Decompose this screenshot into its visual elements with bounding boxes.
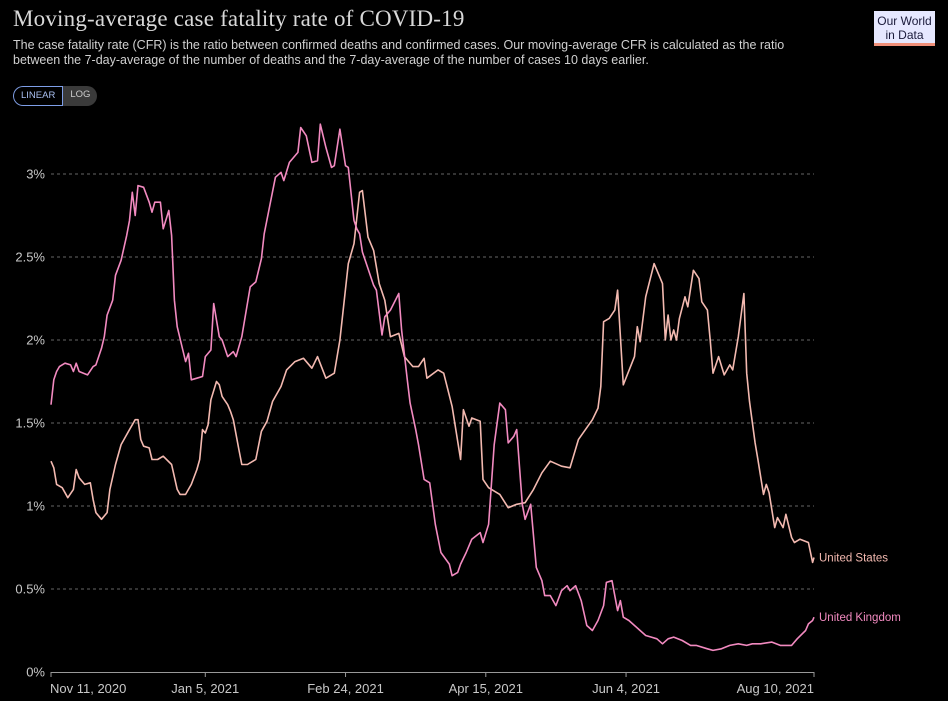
series-labels: United States United Kingdom [819, 552, 901, 624]
y-tick-label: 1.5% [15, 416, 45, 431]
series-line-united-states[interactable] [50, 189, 815, 564]
x-tick-label: Jan 5, 2021 [171, 681, 239, 696]
x-tick-label: Jun 4, 2021 [592, 681, 660, 696]
x-tick-label: Aug 10, 2021 [737, 681, 814, 696]
scale-toggle: LINEAR LOG [13, 86, 98, 106]
log-scale-button[interactable]: LOG [70, 89, 91, 100]
y-tick-label: 1% [26, 499, 45, 514]
chart-subtitle: The case fatality rate (CFR) is the rati… [13, 38, 785, 67]
y-tick-label: 0.5% [15, 582, 45, 597]
x-tick-label: Nov 11, 2020 [50, 681, 126, 696]
gridlines [51, 173, 814, 590]
series-label-united-kingdom[interactable]: United Kingdom [819, 612, 901, 624]
y-tick-label: 0% [26, 665, 45, 680]
series-line-united-kingdom[interactable] [50, 123, 815, 652]
x-tick-label: Feb 24, 2021 [307, 681, 384, 696]
logo-line-2: in Data [885, 28, 924, 42]
series-label-united-states[interactable]: United States [819, 552, 888, 564]
chart-title: Moving-average case fatality rate of COV… [13, 6, 465, 31]
line-chart: 0% 0.5% 1% 1.5% 2% 2.5% 3% Nov 11, 2020 Jan 5, … [15, 123, 901, 696]
y-tick-label: 2% [26, 333, 45, 348]
y-axis-ticks: 0% 0.5% 1% 1.5% 2% 2.5% 3% [15, 167, 45, 680]
x-tick-label: Apr 15, 2021 [449, 681, 523, 696]
y-tick-label: 3% [26, 167, 45, 182]
x-axis: Nov 11, 2020 Jan 5, 2021 Feb 24, 2021 Apr 1… [50, 672, 815, 696]
linear-scale-button[interactable]: LINEAR [13, 86, 64, 106]
logo-line-1: Our World [877, 14, 932, 28]
owid-logo[interactable]: Our World in Data [874, 11, 935, 46]
series-lines [50, 123, 815, 652]
y-tick-label: 2.5% [15, 250, 45, 265]
